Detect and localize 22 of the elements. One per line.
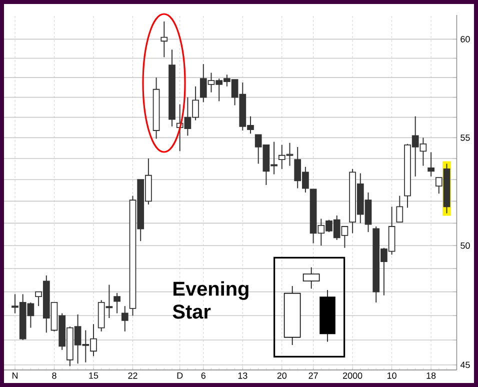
x-tick-label: 8 bbox=[52, 372, 56, 379]
x-tick-label: 22 bbox=[128, 372, 138, 379]
x-tick-label: 15 bbox=[89, 372, 98, 379]
x-tick-label: D bbox=[177, 372, 183, 379]
annotation: Evening Star bbox=[172, 281, 248, 319]
candlestick bbox=[428, 152, 434, 177]
x-tick-label: 27 bbox=[308, 372, 318, 379]
y-tick-label: 50 bbox=[460, 242, 470, 249]
x-tick-label: 6 bbox=[201, 372, 206, 379]
x-tick-label: 20 bbox=[277, 372, 287, 379]
x-tick-label: 10 bbox=[387, 372, 396, 379]
candlestick bbox=[114, 292, 120, 314]
y-tick-label: 60 bbox=[460, 36, 470, 42]
candlestick bbox=[396, 195, 404, 223]
x-tick-label: N bbox=[12, 372, 18, 379]
y-tick-label: 55 bbox=[460, 134, 470, 141]
candlestick bbox=[121, 306, 128, 332]
candlestick bbox=[160, 20, 168, 58]
x-tick-label: 2000 bbox=[343, 372, 362, 379]
x-tick-label: 18 bbox=[426, 372, 436, 379]
x-tick-label: 13 bbox=[238, 372, 248, 379]
y-tick-label: 45 bbox=[460, 362, 470, 368]
